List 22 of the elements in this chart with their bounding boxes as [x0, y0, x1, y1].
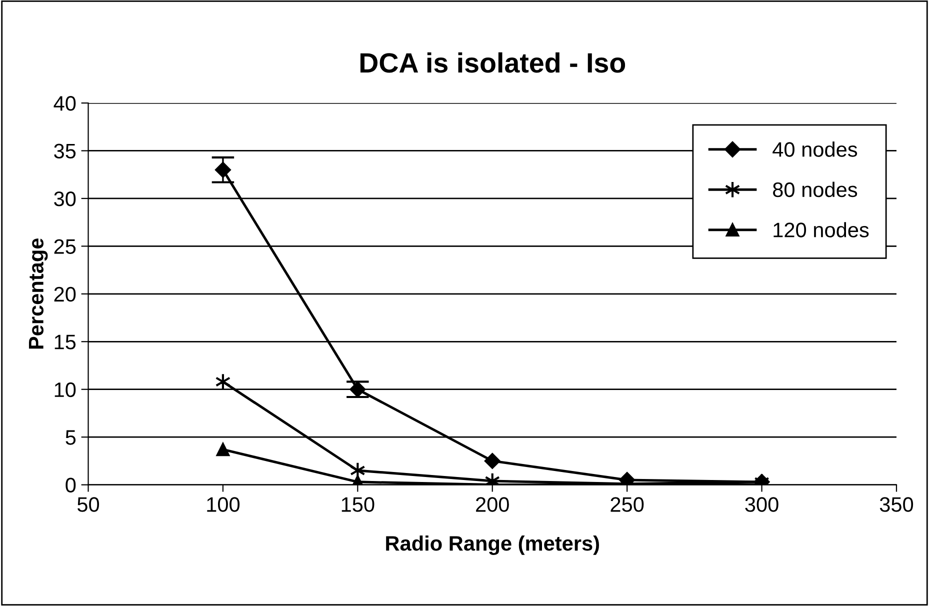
x-tick-label: 50 [78, 497, 100, 512]
x-axis-title: Radio Range (meters) [386, 535, 599, 555]
x-tick-label: 250 [610, 497, 644, 512]
y-tick-label: 20 [54, 286, 76, 302]
x-tick-label: 100 [207, 497, 240, 512]
x-tick-label: 300 [745, 497, 778, 512]
y-tick-label: 40 [54, 96, 76, 111]
y-tick-label: 0 [66, 478, 76, 493]
x-tick-label: 350 [880, 497, 914, 512]
chart-title: DCA is isolated - Iso [360, 52, 626, 73]
y-axis-title: Percentage [28, 238, 48, 349]
y-tick-label: 10 [54, 382, 76, 398]
y-tick-label: 25 [54, 239, 76, 254]
legend-label: 80 nodes [773, 182, 858, 198]
x-tick-label: 150 [342, 497, 374, 512]
legend-label: 40 nodes [772, 142, 858, 157]
x-tick-label: 200 [476, 497, 509, 512]
y-tick-label: 35 [54, 144, 76, 158]
y-tick-label: 30 [54, 191, 76, 206]
legend-label: 120 nodes [774, 222, 869, 238]
y-tick-label: 15 [54, 334, 76, 350]
y-tick-label: 5 [66, 430, 76, 445]
